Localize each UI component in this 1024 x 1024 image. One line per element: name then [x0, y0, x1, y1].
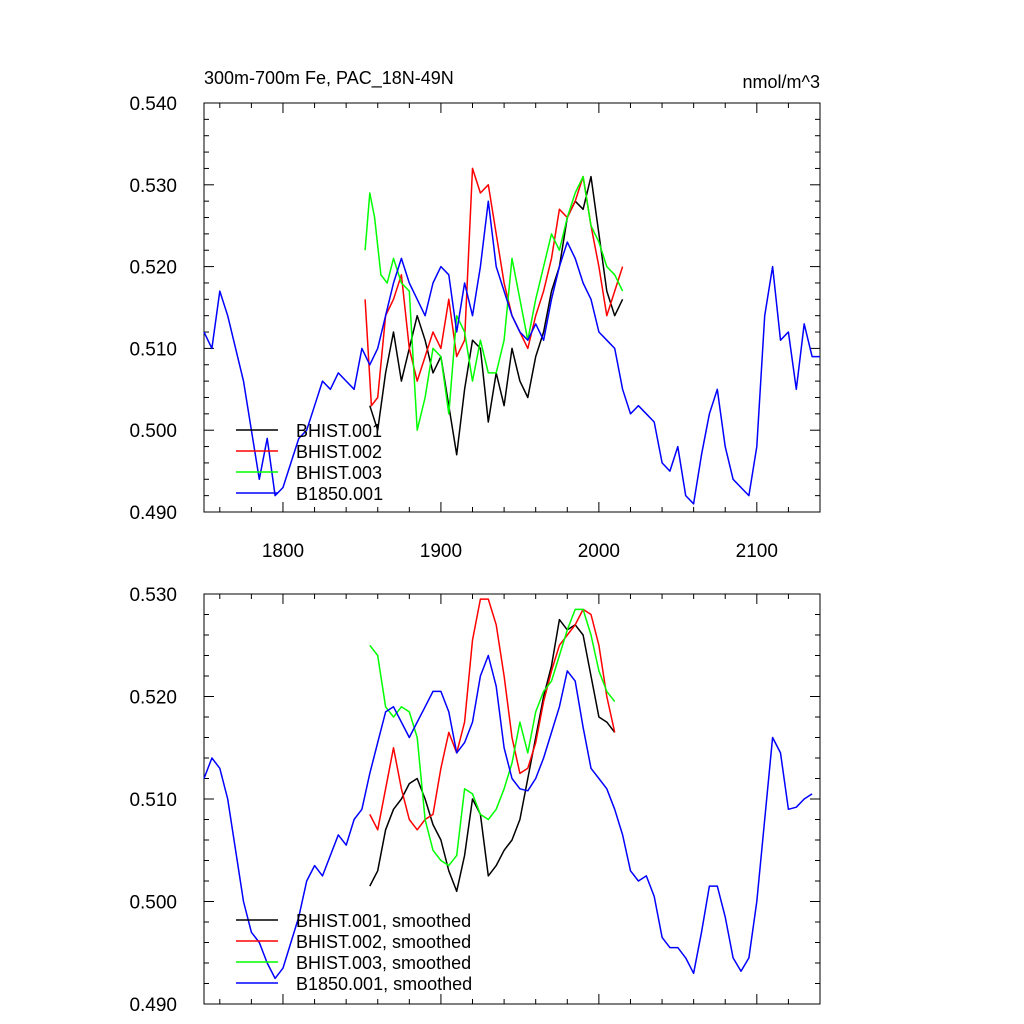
y-tick-label: 0.530 [129, 176, 177, 197]
y-tick-label: 0.490 [129, 995, 177, 1016]
series-line-3 [364, 175, 624, 431]
legend-label: BHIST.001, smoothed [296, 911, 471, 931]
x-tick-label: 1800 [262, 541, 304, 562]
legend-label: BHIST.003, smoothed [296, 953, 471, 973]
chart-panel-1: 0.490 0.500 0.510 0.520 0.530 0.540 1800 1900 20… [129, 68, 821, 562]
y-tick-label: 0.490 [129, 503, 177, 524]
series-line-3 [369, 608, 616, 867]
chart-panel-2: 0.490 0.500 0.510 0.520 0.530 BHIST.001, smoo… [129, 585, 821, 1016]
x-tick-label: 2000 [578, 541, 620, 562]
x-tick-label: 2100 [736, 541, 778, 562]
units-label: nmol/m^3 [743, 72, 820, 92]
legend-label: BHIST.003 [296, 463, 382, 483]
legend-label: BHIST.002 [296, 442, 382, 462]
y-tick-label: 0.500 [129, 893, 177, 914]
y-tick-label: 0.520 [129, 258, 177, 279]
legend-label: BHIST.001 [296, 421, 382, 441]
y-tick-label: 0.540 [129, 94, 177, 115]
chart-title: 300m-700m Fe, PAC_18N-49N [204, 68, 454, 89]
y-tick-label: 0.510 [129, 339, 177, 360]
y-tick-label: 0.530 [129, 585, 177, 606]
legend-label: B1850.001 [296, 484, 383, 504]
series-line-2 [369, 598, 616, 831]
y-tick-label: 0.500 [129, 421, 177, 442]
series-line-1 [369, 175, 624, 456]
series-line-2 [364, 167, 624, 407]
series-line-4 [203, 200, 820, 505]
legend-label: B1850.001, smoothed [296, 974, 472, 994]
series-line-1 [369, 618, 616, 893]
series-line-4 [203, 654, 813, 980]
y-tick-label: 0.520 [129, 688, 177, 709]
y-tick-label: 0.510 [129, 790, 177, 811]
x-tick-label: 1900 [420, 541, 462, 562]
legend-label: BHIST.002, smoothed [296, 932, 471, 952]
plot-frame [203, 102, 821, 513]
